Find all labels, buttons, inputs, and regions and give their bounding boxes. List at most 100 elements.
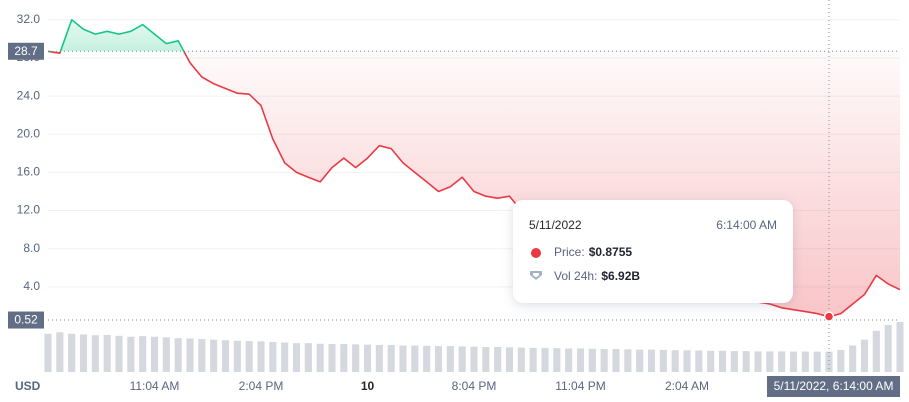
volume-bar — [434, 346, 443, 372]
x-tick-label: 2:04 AM — [665, 379, 709, 393]
price-name: Price: $0.8755 — [554, 245, 632, 259]
tooltip: 5/11/2022 6:14:00 AM Price: $0.8755 Vol 24h:… — [513, 200, 793, 303]
volume-bar — [470, 346, 478, 372]
x-tick-label: 2:04 PM — [239, 379, 284, 393]
volume-bar — [730, 351, 738, 372]
price-name-text: Price: — [554, 245, 585, 259]
y-tick-label: 12.0 — [17, 203, 41, 217]
volume-bar — [363, 344, 372, 372]
volume-bar — [292, 343, 301, 372]
y-tick-label: 8.0 — [23, 241, 40, 255]
volume-bar — [884, 324, 892, 372]
volume-bar — [257, 341, 265, 372]
volume-bar — [233, 340, 241, 372]
reference-badge — [8, 42, 44, 60]
tooltip-box — [513, 200, 793, 303]
volume-bar — [872, 330, 880, 372]
volume-bar — [399, 345, 407, 372]
reference-label: 28.7 — [14, 44, 38, 58]
price-icon — [531, 248, 541, 258]
price-value: $0.8755 — [589, 245, 633, 259]
y-tick-label: 20.0 — [17, 126, 41, 140]
volume-name: Vol 24h: $6.92B — [554, 269, 640, 283]
volume-bar — [387, 344, 395, 372]
x-tick-label: 11:04 PM — [555, 379, 605, 393]
volume-bar — [695, 350, 703, 372]
volume-bar — [328, 344, 336, 372]
volume-bar — [281, 342, 289, 372]
volume-bar — [636, 349, 644, 372]
volume-bar — [482, 347, 490, 372]
y-tick-label: 24.0 — [17, 88, 41, 102]
volume-bar — [860, 339, 869, 372]
volume-bar — [352, 344, 360, 372]
y-tick-label: 16.0 — [17, 165, 41, 179]
volume-bar — [624, 349, 632, 372]
volume-bar — [139, 336, 147, 372]
volume-bar — [789, 351, 798, 372]
volume-bar — [742, 351, 750, 372]
hover-axis-label: 5/11/2022, 6:14:00 AM — [774, 379, 894, 393]
tooltip-date: 5/11/2022 — [529, 218, 582, 232]
y-axis-label: USD — [15, 379, 41, 393]
volume-bar — [198, 339, 206, 372]
volume-bar — [91, 335, 99, 372]
volume-bar — [565, 348, 573, 372]
volume-bar — [340, 344, 348, 372]
volume-bar — [56, 332, 64, 372]
volume-bar — [896, 322, 904, 372]
volume-bar — [316, 343, 324, 372]
volume-bar — [186, 338, 194, 372]
hover-dot — [823, 311, 835, 322]
x-tick-label: 10 — [361, 379, 375, 393]
volume-bar — [44, 333, 52, 372]
volume-bar — [269, 342, 277, 372]
volume-bar — [576, 348, 585, 372]
volume-bar — [754, 351, 762, 372]
volume-bar — [458, 346, 466, 372]
volume-bar — [174, 338, 182, 372]
volume-bar — [210, 339, 218, 372]
volume-bar — [375, 344, 383, 372]
volume-bar — [529, 347, 537, 372]
reference-badge — [8, 311, 44, 329]
volume-bar — [837, 349, 845, 372]
volume-bar — [683, 350, 691, 372]
volume-value: $6.92B — [601, 269, 640, 283]
volume-bar — [494, 347, 502, 372]
volume-bar — [766, 351, 774, 372]
volume-bar — [79, 334, 88, 372]
volume-bar — [659, 349, 667, 372]
volume-name-text: Vol 24h: — [554, 269, 597, 283]
volume-bar — [103, 334, 111, 372]
reference-label: 0.52 — [14, 313, 38, 327]
volume-bar — [68, 333, 76, 372]
hover-axis-badge — [767, 376, 900, 397]
volume-icon — [530, 271, 542, 280]
tooltip-time: 6:14:00 AM — [716, 218, 777, 232]
volume-bar — [718, 350, 727, 372]
x-tick-label: 11:04 AM — [130, 379, 180, 393]
volume-bar — [600, 349, 608, 372]
volume-bar — [825, 351, 833, 372]
volume-bar — [612, 349, 620, 372]
volume-bar — [553, 348, 561, 372]
y-tick-label: 32.0 — [17, 12, 41, 26]
volume-bar — [221, 340, 230, 372]
volume-bar — [849, 345, 857, 372]
x-tick-label: 8:04 PM — [452, 379, 497, 393]
volume-bar — [647, 349, 656, 372]
volume-bar — [115, 335, 123, 372]
volume-bar — [541, 347, 549, 372]
y-tick-label: 4.0 — [23, 279, 40, 293]
volume-bar — [707, 350, 715, 372]
volume-bar — [446, 346, 454, 372]
volume-bar — [588, 348, 596, 372]
volume-bar — [778, 351, 786, 372]
volume-bar — [801, 351, 809, 372]
volume-bar — [423, 345, 431, 372]
volume-bar — [813, 351, 821, 372]
volume-bar — [127, 336, 135, 372]
volume-bar — [304, 343, 312, 372]
